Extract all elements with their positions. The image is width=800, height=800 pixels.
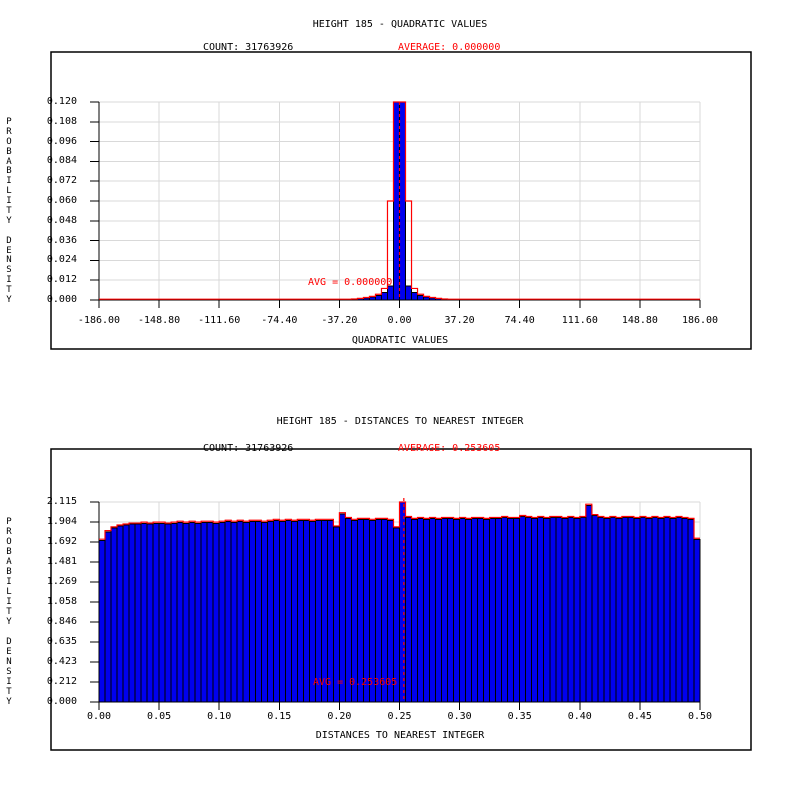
chart-title: HEIGHT 185 - QUADRATIC VALUES bbox=[312, 19, 488, 30]
x-tick-label: 74.40 bbox=[504, 315, 535, 326]
y-tick-label: 1.058 bbox=[46, 596, 77, 607]
y-axis-vertical-label-letter: P bbox=[6, 117, 12, 127]
y-tick-label: 0.012 bbox=[46, 274, 77, 286]
y-axis-vertical-label-letter: Y bbox=[6, 295, 12, 305]
y-axis-vertical-label-letter: N bbox=[6, 255, 12, 266]
average-label: AVERAGE: 0.000000 bbox=[398, 42, 501, 53]
y-axis-vertical-label-letter: Y bbox=[6, 697, 12, 707]
x-tick-label: 0.00 bbox=[86, 711, 112, 722]
y-axis-vertical-label-letter: I bbox=[6, 196, 12, 207]
x-axis-title: QUADRATIC VALUES bbox=[351, 335, 449, 346]
y-tick-label: 0.096 bbox=[46, 135, 77, 147]
histogram-bars bbox=[98, 501, 701, 703]
x-tick-label: 0.30 bbox=[447, 711, 472, 722]
y-axis-vertical-label-letter: B bbox=[6, 166, 12, 177]
count-label: COUNT: 31763926 bbox=[203, 42, 294, 53]
y-tick-label: 1.269 bbox=[46, 576, 77, 587]
x-tick-label: 0.45 bbox=[627, 711, 652, 722]
x-axis-title: DISTANCES TO NEAREST INTEGER bbox=[315, 730, 485, 741]
y-tick-label: 0.846 bbox=[46, 616, 77, 627]
y-axis-vertical-label-letter: Y bbox=[6, 617, 12, 627]
x-tick-label: 186.00 bbox=[681, 315, 719, 326]
y-axis-vertical-label-letter: B bbox=[6, 547, 12, 557]
y-tick-label: 1.904 bbox=[46, 516, 77, 527]
red-step-line bbox=[99, 501, 700, 540]
y-tick-label: 0.048 bbox=[46, 214, 77, 226]
y-tick-label: 2.115 bbox=[46, 496, 77, 507]
average-label: AVERAGE: 0.253605 bbox=[398, 443, 501, 454]
x-tick-label: 0.50 bbox=[687, 711, 713, 722]
y-tick-label: 0.000 bbox=[46, 294, 77, 305]
x-tick-label: 37.20 bbox=[444, 315, 475, 326]
y-axis-vertical-label-letter: A bbox=[6, 557, 12, 567]
y-axis-vertical-label-letter: T bbox=[6, 687, 12, 697]
x-tick-label: 0.35 bbox=[507, 711, 532, 722]
x-tick-label: -148.80 bbox=[138, 315, 181, 326]
chart-title: HEIGHT 185 - DISTANCES TO NEAREST INTEGE… bbox=[276, 416, 524, 427]
y-tick-label: 0.072 bbox=[46, 175, 77, 187]
x-tick-label: -74.40 bbox=[261, 315, 298, 326]
y-axis-vertical-label-letter: N bbox=[6, 657, 12, 667]
y-axis-vertical-label-letter: P bbox=[6, 517, 12, 527]
outer-frame bbox=[50, 448, 752, 751]
x-tick-label: 148.80 bbox=[621, 315, 658, 326]
y-tick-label: 0.423 bbox=[46, 656, 77, 667]
y-axis-vertical-label-letter: B bbox=[6, 146, 12, 157]
x-tick-label: -37.20 bbox=[321, 315, 358, 326]
y-axis-vertical-label-letter: B bbox=[6, 567, 12, 577]
x-tick-label: -111.60 bbox=[198, 315, 241, 326]
y-axis-vertical-label-letter: S bbox=[6, 265, 12, 276]
count-label: COUNT: 31763926 bbox=[203, 443, 294, 454]
y-axis-vertical-label-letter: T bbox=[6, 206, 12, 216]
y-axis-vertical-label-letter: E bbox=[6, 647, 12, 657]
x-tick-label: 0.15 bbox=[267, 711, 292, 722]
y-axis-vertical-label-letter: T bbox=[6, 607, 12, 617]
y-tick-label: 1.481 bbox=[46, 556, 77, 567]
x-tick-label: 0.40 bbox=[567, 711, 592, 722]
y-axis-vertical-label-letter: T bbox=[6, 285, 12, 296]
y-axis-vertical-label-letter: R bbox=[6, 527, 12, 537]
y-axis-vertical-label-letter: A bbox=[6, 156, 12, 167]
x-tick-label: 0.25 bbox=[387, 711, 412, 722]
x-tick-label: -186.00 bbox=[77, 315, 121, 326]
y-axis-vertical-label-letter: I bbox=[6, 577, 12, 587]
y-axis-vertical-label-letter: I bbox=[6, 597, 12, 607]
y-tick-label: 0.060 bbox=[46, 195, 77, 206]
y-axis-vertical-label-letter: R bbox=[6, 126, 12, 137]
y-tick-label: 0.635 bbox=[46, 636, 77, 647]
y-axis-vertical-label-letter: O bbox=[6, 537, 12, 547]
avg-annotation: AVG = 0.000000 bbox=[308, 277, 393, 288]
y-tick-label: 0.036 bbox=[46, 234, 77, 246]
y-axis-vertical-label-letter: D bbox=[6, 235, 12, 246]
y-axis-vertical-label-letter: D bbox=[6, 637, 12, 647]
y-tick-label: 0.108 bbox=[46, 115, 77, 127]
x-tick-label: 0.20 bbox=[327, 711, 352, 722]
x-tick-label: 111.60 bbox=[561, 315, 598, 326]
y-axis-vertical-label-letter: Y bbox=[6, 215, 12, 226]
y-axis-vertical-label-letter: O bbox=[6, 136, 12, 147]
y-tick-label: 1.692 bbox=[46, 536, 77, 547]
y-axis-vertical-label-letter: I bbox=[6, 677, 12, 687]
y-axis-vertical-label-letter: I bbox=[6, 176, 12, 187]
x-tick-label: 0.00 bbox=[387, 315, 412, 326]
y-tick-label: 0.000 bbox=[46, 696, 77, 707]
y-axis-vertical-label-letter: L bbox=[6, 587, 12, 597]
outer-frame bbox=[50, 51, 752, 350]
x-tick-label: 0.10 bbox=[207, 711, 232, 722]
y-tick-label: 0.120 bbox=[46, 96, 77, 107]
y-tick-label: 0.212 bbox=[46, 676, 77, 687]
y-axis-vertical-label-letter: E bbox=[6, 245, 12, 256]
y-axis-vertical-label-letter: S bbox=[6, 667, 12, 677]
y-tick-label: 0.024 bbox=[46, 254, 77, 266]
x-tick-label: 0.05 bbox=[147, 711, 172, 722]
y-axis-vertical-label-letter: I bbox=[6, 275, 12, 286]
y-axis-vertical-label-letter: L bbox=[6, 186, 12, 197]
y-tick-label: 0.084 bbox=[46, 155, 77, 167]
avg-annotation: AVG = 0.253605 bbox=[313, 677, 398, 688]
